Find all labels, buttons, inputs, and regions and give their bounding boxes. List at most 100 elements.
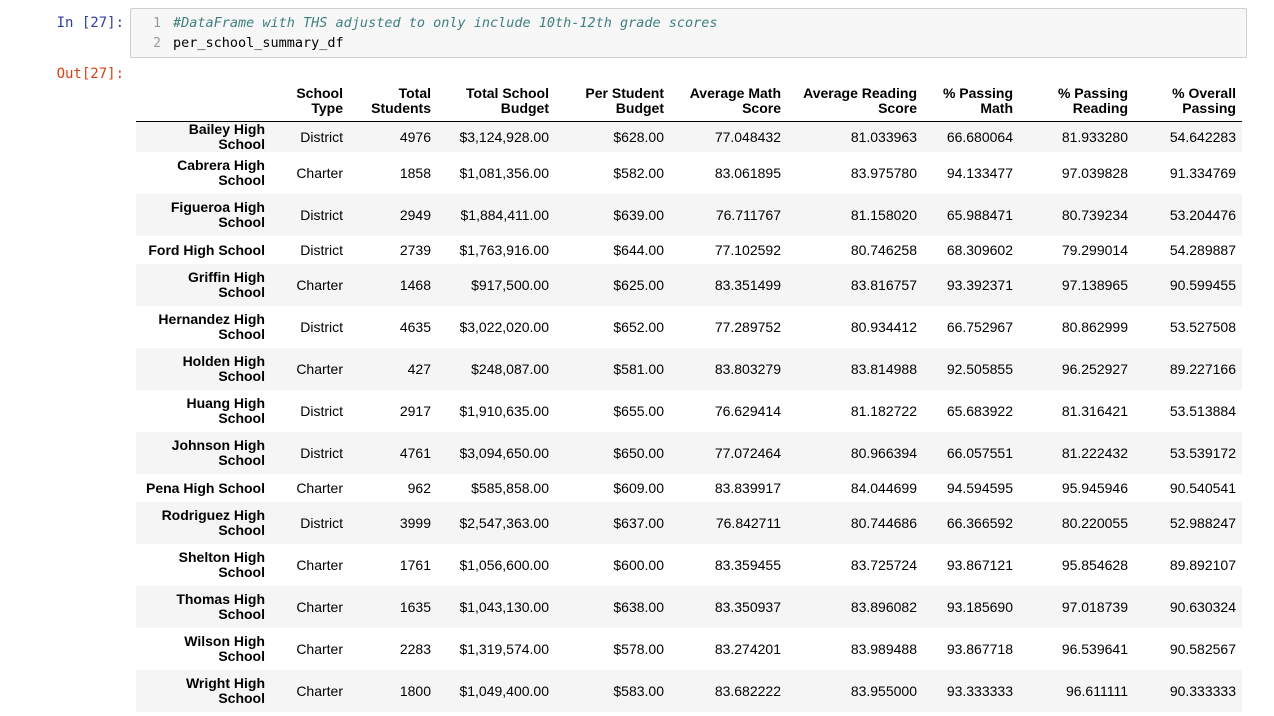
table-cell: 54.642283	[1169, 128, 1236, 145]
table-cell: $652.00	[613, 318, 664, 335]
code-line[interactable]: per_school_summary_df	[173, 35, 344, 51]
table-cell: 2283	[399, 640, 431, 657]
table-row: Griffin High School Charter 1468 $917,500.00…	[136, 264, 1242, 306]
table-cell: 79.299014	[1061, 241, 1128, 258]
table-cell: Charter	[296, 479, 343, 496]
line-number-gutter	[131, 9, 161, 57]
table-cell: 76.842711	[715, 514, 781, 531]
table-cell: 83.816757	[850, 276, 917, 293]
table-cell: 66.057551	[946, 444, 1013, 461]
row-index-label: Figueroa High School	[170, 199, 265, 230]
table-cell: 54.289887	[1169, 241, 1236, 258]
table-cell: 81.158020	[850, 206, 917, 223]
table-cell: 77.102592	[714, 241, 781, 258]
table-cell: $1,763,916.00	[459, 241, 549, 258]
code-line-comment[interactable]: #DataFrame with THS adjusted to only inc…	[173, 15, 718, 31]
table-cell: 89.227166	[1169, 360, 1236, 377]
table-row: Pena High School Charter 962 $585,858.00 $60…	[136, 474, 1242, 502]
column-header: Average Reading Score	[787, 82, 923, 122]
table-cell: 1858	[399, 164, 431, 181]
table-cell: 80.739234	[1061, 206, 1128, 223]
table-cell: 83.350937	[714, 598, 781, 615]
table-cell: 81.222432	[1061, 444, 1128, 461]
table-cell: 83.896082	[850, 598, 917, 615]
table-cell: 93.185690	[946, 598, 1013, 615]
table-cell: 53.204476	[1169, 206, 1236, 223]
row-index-label: Wilson High School	[184, 633, 265, 664]
table-cell: 1635	[399, 598, 431, 615]
table-row: Rodriguez High School District 3999 $2,547,3…	[136, 502, 1242, 544]
table-cell: 83.725724	[850, 556, 917, 573]
table-row: Figueroa High School District 2949 $1,884,41…	[136, 194, 1242, 236]
table-cell: 83.989488	[850, 640, 917, 657]
table-cell: 93.867718	[946, 640, 1013, 657]
table-cell: 1761	[399, 556, 431, 573]
table-cell: 76.629414	[714, 402, 781, 419]
table-cell: District	[300, 128, 343, 145]
table-cell: $609.00	[613, 479, 664, 496]
table-cell: 2739	[399, 241, 431, 258]
code-input-area[interactable]: 1 #DataFrame with THS adjusted to only i…	[130, 8, 1247, 58]
input-prompt: In [27]:	[56, 15, 124, 31]
column-header: % Passing Reading	[1019, 82, 1134, 122]
table-cell: 84.044699	[850, 479, 917, 496]
table-cell: 4976	[399, 128, 431, 145]
row-index-label: Huang High School	[186, 395, 265, 426]
table-row: Bailey High School District 4976 $3,124,928…	[136, 121, 1242, 152]
table-cell: 3999	[399, 514, 431, 531]
table-cell: 77.048432	[714, 128, 781, 145]
row-index-label: Bailey High School	[188, 121, 265, 152]
table-cell: 83.975780	[850, 164, 917, 181]
row-index-label: Ford High School	[148, 241, 265, 258]
table-cell: 2949	[399, 206, 431, 223]
table-cell: 90.599455	[1169, 276, 1236, 293]
table-cell: $638.00	[613, 598, 664, 615]
table-cell: $1,884,411.00	[460, 206, 550, 223]
table-cell: 96.611111	[1065, 682, 1128, 699]
table-cell: 91.334769	[1169, 164, 1236, 181]
table-cell: 83.814988	[850, 360, 917, 377]
table-cell: 65.683922	[946, 402, 1013, 419]
table-cell: $3,022,020.00	[459, 318, 549, 335]
table-cell: 68.309602	[946, 241, 1013, 258]
table-cell: 53.539172	[1169, 444, 1236, 461]
table-cell: $600.00	[613, 556, 664, 573]
table-cell: 76.711767	[715, 206, 781, 223]
table-cell: $581.00	[613, 360, 664, 377]
table-cell: 83.682222	[714, 682, 781, 699]
table-cell: $655.00	[613, 402, 664, 419]
table-cell: 77.289752	[714, 318, 781, 335]
table-cell: Charter	[296, 556, 343, 573]
table-cell: 90.540541	[1169, 479, 1236, 496]
line-number: 1	[153, 16, 161, 31]
table-cell: $625.00	[613, 276, 664, 293]
table-cell: 83.803279	[714, 360, 781, 377]
row-index-label: Griffin High School	[188, 269, 265, 300]
table-row: Shelton High School Charter 1761 $1,056,600.…	[136, 544, 1242, 586]
table-cell: 80.966394	[850, 444, 917, 461]
table-cell: $1,049,400.00	[459, 682, 549, 699]
table-cell: 95.945946	[1061, 479, 1128, 496]
row-index-label: Hernandez High School	[158, 311, 265, 342]
row-index-label: Rodriguez High School	[161, 507, 265, 538]
table-cell: 81.933280	[1061, 128, 1128, 145]
table-cell: 90.630324	[1169, 598, 1236, 615]
table-cell: 2917	[399, 402, 431, 419]
table-cell: 4761	[399, 444, 431, 461]
table-cell: 427	[407, 360, 431, 377]
table-cell: District	[300, 444, 343, 461]
table-cell: 962	[407, 479, 431, 496]
column-header: Per Student Budget	[555, 82, 670, 122]
table-cell: $637.00	[613, 514, 664, 531]
table-cell: 93.333333	[946, 682, 1013, 699]
table-cell: $639.00	[613, 206, 664, 223]
table-row: Cabrera High School Charter 1858 $1,081,356.…	[136, 152, 1242, 194]
table-cell: Charter	[296, 598, 343, 615]
table-cell: $2,547,363.00	[459, 514, 549, 531]
table-cell: 89.892107	[1169, 556, 1236, 573]
table-cell: $1,056,600.00	[459, 556, 549, 573]
table-cell: $3,094,650.00	[459, 444, 549, 461]
table-cell: $1,043,130.00	[459, 598, 549, 615]
table-cell: 92.505855	[946, 360, 1013, 377]
table-cell: 4635	[399, 318, 431, 335]
